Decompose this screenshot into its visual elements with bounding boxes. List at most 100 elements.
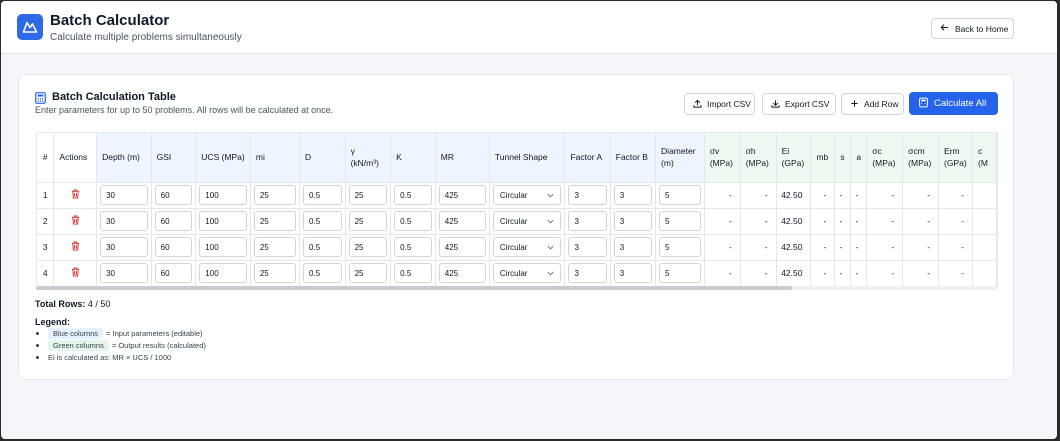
diameter-input[interactable]: 5 — [659, 211, 701, 231]
diameter-input-cell: 5 — [655, 182, 705, 209]
factor-a-input[interactable]: 3 — [568, 211, 607, 231]
tunnel-shape-cell: Circular — [489, 182, 566, 209]
mi-input-value: 25 — [259, 268, 269, 278]
tunnel-shape-select[interactable]: Circular — [492, 237, 562, 257]
depth-input[interactable]: 30 — [100, 185, 148, 205]
tunnel-shape-select[interactable]: Circular — [492, 211, 562, 231]
row-index: 2 — [37, 208, 55, 235]
k-input[interactable]: 0.5 — [394, 185, 432, 205]
page-subtitle: Calculate multiple problems simultaneous… — [50, 32, 242, 43]
mi-input[interactable]: 25 — [253, 263, 297, 283]
add-row-button[interactable]: Add Row — [841, 93, 904, 115]
gsi-input[interactable]: 60 — [154, 185, 193, 205]
factor-a-input-cell: 3 — [564, 208, 611, 235]
delete-row-button[interactable] — [53, 234, 98, 261]
diameter-input[interactable]: 5 — [659, 263, 701, 283]
ucs-input[interactable]: 100 — [199, 211, 247, 231]
col-header-gsi: GSI — [151, 133, 197, 183]
gsi-input[interactable]: 60 — [154, 263, 193, 283]
batch-table-scroll[interactable]: # Actions Depth (m) GSI UCS (MPa) mi D γ… — [36, 132, 998, 287]
gsi-input[interactable]: 60 — [154, 237, 193, 257]
ucs-input[interactable]: 100 — [199, 263, 247, 283]
gamma-input[interactable]: 25 — [348, 263, 388, 283]
factor-a-input[interactable]: 3 — [568, 185, 607, 205]
factor-b-input[interactable]: 3 — [613, 263, 653, 283]
ucs-input[interactable]: 100 — [199, 237, 247, 257]
delete-row-button[interactable] — [53, 260, 98, 286]
legend-list: Blue columns = Input parameters (editabl… — [35, 327, 206, 363]
mr-input[interactable]: 425 — [438, 211, 486, 231]
mi-input[interactable]: 25 — [253, 237, 297, 257]
gsi-input-value: 60 — [160, 268, 170, 278]
d-input[interactable]: 0.5 — [303, 185, 342, 205]
mr-input-value: 425 — [444, 268, 459, 278]
calculate-all-button[interactable]: Calculate All — [909, 92, 998, 115]
d-input[interactable]: 0.5 — [303, 237, 342, 257]
factor-b-input[interactable]: 3 — [613, 185, 653, 205]
gamma-input[interactable]: 25 — [348, 237, 388, 257]
tunnel-shape-select[interactable]: Circular — [492, 263, 562, 283]
table-row: 4 30 60 100 25 0.5 25 0.5 425 Circular 3 3 5- -42.50-… — [37, 260, 997, 286]
mr-input[interactable]: 425 — [438, 263, 486, 283]
horizontal-scrollbar-thumb[interactable] — [36, 286, 792, 290]
factor-b-input[interactable]: 3 — [613, 237, 653, 257]
tunnel-shape-select[interactable]: Circular — [492, 185, 562, 205]
calculator-icon — [35, 91, 46, 109]
import-csv-button[interactable]: Import CSV — [684, 93, 755, 115]
sigma-h-value: - — [740, 208, 777, 235]
col-header-ucs: UCS (MPa) — [195, 133, 251, 183]
gsi-input-cell: 60 — [151, 182, 197, 209]
factor-a-input[interactable]: 3 — [568, 237, 607, 257]
col-header-s: s — [834, 133, 852, 183]
col-header-k: K — [390, 133, 436, 183]
factor-b-input[interactable]: 3 — [613, 211, 653, 231]
mr-input[interactable]: 425 — [438, 237, 486, 257]
tunnel-shape-value: Circular — [499, 216, 528, 226]
factor-b-input-cell: 3 — [610, 182, 657, 209]
erm-value: - — [938, 208, 974, 235]
back-to-home-button[interactable]: Back to Home — [931, 18, 1014, 39]
gsi-input-value: 60 — [160, 190, 170, 200]
gsi-input[interactable]: 60 — [154, 211, 193, 231]
gamma-input-cell: 25 — [345, 260, 392, 286]
col-header-index: # — [37, 133, 55, 183]
mi-input[interactable]: 25 — [253, 185, 297, 205]
card-description: Enter parameters for up to 50 problems. … — [35, 105, 334, 115]
delete-row-button[interactable] — [53, 182, 98, 209]
col-header-factor-b: Factor B — [610, 133, 657, 183]
calculate-all-label: Calculate All — [934, 98, 987, 109]
diameter-input-value: 5 — [665, 216, 670, 226]
depth-input[interactable]: 30 — [100, 237, 148, 257]
col-header-sigma-v: σv (MPa) — [704, 133, 741, 183]
trash-icon — [71, 215, 80, 227]
gamma-input[interactable]: 25 — [348, 185, 388, 205]
depth-input[interactable]: 30 — [100, 211, 148, 231]
export-csv-button[interactable]: Export CSV — [762, 93, 836, 115]
k-input[interactable]: 0.5 — [394, 211, 432, 231]
diameter-input[interactable]: 5 — [659, 237, 701, 257]
sigma-c-value: - — [866, 208, 904, 235]
col-header-sigma-cm: σcm (MPa) — [902, 133, 940, 183]
col-header-mr: MR — [435, 133, 490, 183]
gsi-input-cell: 60 — [151, 234, 197, 261]
mr-input[interactable]: 425 — [438, 185, 486, 205]
depth-input[interactable]: 30 — [100, 263, 148, 283]
diameter-input[interactable]: 5 — [659, 185, 701, 205]
tunnel-shape-cell: Circular — [489, 234, 566, 261]
factor-b-input-cell: 3 — [610, 260, 657, 286]
depth-input-cell: 30 — [96, 260, 152, 286]
page-header: Batch Calculator Calculate multiple prob… — [1, 1, 1057, 54]
delete-row-button[interactable] — [53, 208, 98, 235]
k-input[interactable]: 0.5 — [394, 237, 432, 257]
row-index: 1 — [37, 182, 55, 209]
mi-input[interactable]: 25 — [253, 211, 297, 231]
a-value: - — [850, 182, 868, 209]
gamma-input[interactable]: 25 — [348, 211, 388, 231]
factor-a-input[interactable]: 3 — [568, 263, 607, 283]
d-input[interactable]: 0.5 — [303, 211, 342, 231]
k-input-cell: 0.5 — [390, 182, 436, 209]
col-header-factor-a: Factor A — [564, 133, 611, 183]
k-input[interactable]: 0.5 — [394, 263, 432, 283]
d-input[interactable]: 0.5 — [303, 263, 342, 283]
ucs-input[interactable]: 100 — [199, 185, 247, 205]
